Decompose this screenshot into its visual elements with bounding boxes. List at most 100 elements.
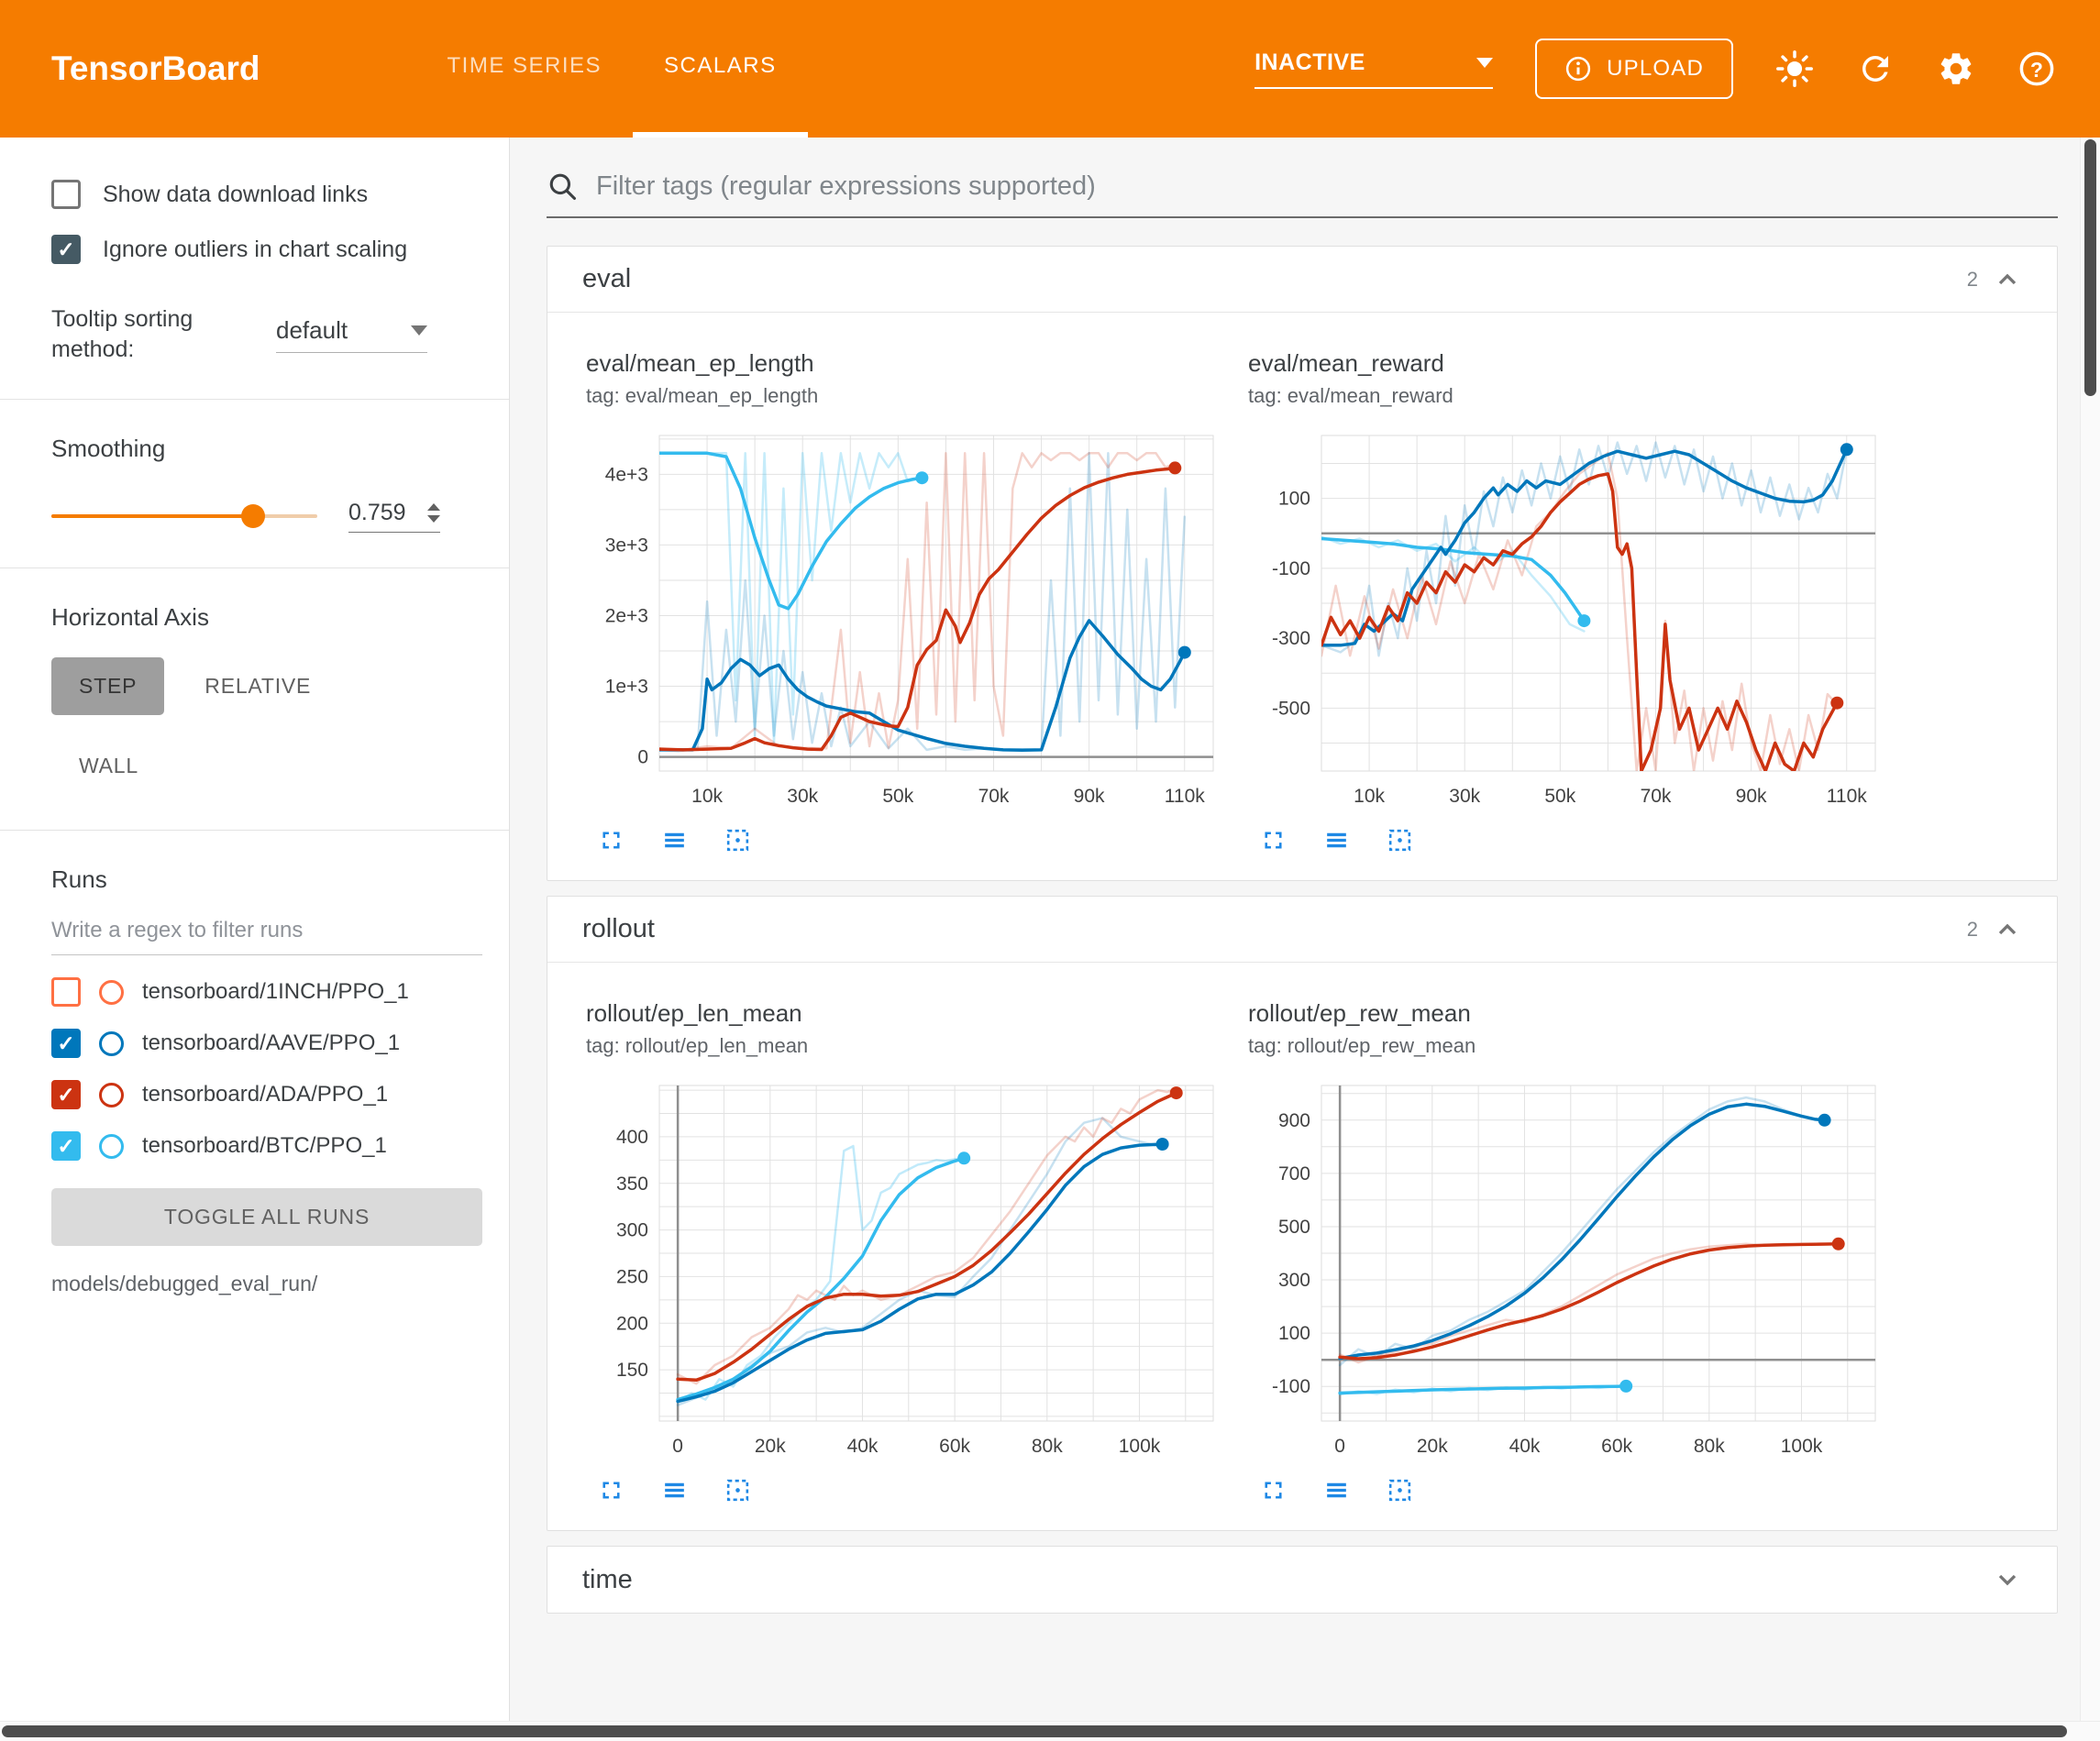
upload-label: UPLOAD [1607,56,1704,81]
horizontal-scrollbar[interactable] [0,1721,2100,1741]
svg-text:300: 300 [1278,1270,1310,1291]
help-icon[interactable]: ? [2017,50,2056,88]
section-header-rollout[interactable]: rollout 2 [547,897,2057,963]
show-download-links-checkbox[interactable] [51,180,81,209]
fullscreen-icon[interactable] [597,826,625,854]
run-item[interactable]: tensorboard/ADA/PPO_1 [51,1080,476,1109]
svg-text:20k: 20k [1417,1436,1448,1457]
axis-wall-button[interactable]: WALL [79,754,138,777]
ignore-outliers-row[interactable]: Ignore outliers in chart scaling [51,235,476,264]
line-chart[interactable]: 0 20k 40k 60k 80k 100k -100 100 300 500 700 900 [1248,1073,1890,1467]
run-checkbox[interactable] [51,1080,81,1109]
number-spinner[interactable] [427,503,440,523]
top-tabs: TIME SERIES SCALARS [416,0,808,138]
fit-domain-icon[interactable] [724,1476,752,1504]
svg-text:?: ? [2030,58,2043,82]
divider [0,567,509,568]
svg-text:500: 500 [1278,1217,1310,1238]
chart-title: eval/mean_ep_length [586,349,814,377]
scalar-chart-card: eval/mean_reward tag: eval/mean_reward 1… [1248,349,1897,854]
fullscreen-icon[interactable] [1259,826,1288,854]
scalar-chart-card: eval/mean_ep_length tag: eval/mean_ep_le… [586,349,1235,854]
section-count: 2 [1966,267,1978,291]
fit-domain-icon[interactable] [724,826,752,854]
data-table-icon[interactable] [660,826,689,854]
run-checkbox[interactable] [51,977,81,1007]
svg-text:4e+3: 4e+3 [605,464,648,485]
settings-gear-icon[interactable] [1937,50,1975,88]
chevron-up-icon[interactable] [1993,915,2022,944]
chevron-up-icon[interactable] [1993,265,2022,294]
line-chart[interactable]: 0 20k 40k 60k 80k 100k 150 200 250 300 350 400 [586,1073,1228,1467]
section-header-eval[interactable]: eval 2 [547,247,2057,313]
run-checkbox[interactable] [51,1029,81,1058]
chart-tag: tag: eval/mean_ep_length [586,384,819,407]
run-label: tensorboard/ADA/PPO_1 [142,1082,389,1107]
svg-text:350: 350 [616,1174,648,1195]
run-color-swatch [99,979,124,1005]
tab-time-series[interactable]: TIME SERIES [447,53,602,78]
fullscreen-icon[interactable] [597,1476,625,1504]
svg-text:0: 0 [1334,1436,1345,1457]
chevron-down-icon[interactable] [1993,1565,2022,1594]
fit-domain-icon[interactable] [1386,826,1414,854]
section-header-time[interactable]: time [547,1547,2057,1613]
toggle-all-runs-button[interactable]: TOGGLE ALL RUNS [51,1188,482,1246]
svg-text:110k: 110k [1165,786,1205,807]
svg-text:10k: 10k [1354,786,1385,807]
fit-domain-icon[interactable] [1386,1476,1414,1504]
runs-regex-input[interactable] [51,918,482,955]
smoothing-value-input[interactable] [348,500,413,526]
horizontal-axis-label: Horizontal Axis [51,603,209,631]
svg-text:70k: 70k [978,786,1010,807]
ignore-outliers-label: Ignore outliers in chart scaling [103,236,408,262]
brightness-icon[interactable] [1775,50,1814,88]
svg-text:3e+3: 3e+3 [605,534,648,556]
smoothing-slider[interactable] [51,501,317,531]
svg-text:80k: 80k [1694,1436,1725,1457]
tag-filter-bar[interactable] [547,171,2058,218]
run-item[interactable]: tensorboard/1INCH/PPO_1 [51,977,476,1007]
section-count: 2 [1966,917,1978,941]
app-title: TensorBoard [51,50,260,87]
smoothing-value-field[interactable] [348,500,440,533]
upload-button[interactable]: UPLOAD [1535,39,1733,99]
fullscreen-icon[interactable] [1259,1476,1288,1504]
run-item[interactable]: tensorboard/BTC/PPO_1 [51,1131,476,1161]
section-title: eval [582,264,632,293]
tag-filter-input[interactable] [596,171,2058,202]
data-table-icon[interactable] [660,1476,689,1504]
tab-scalars[interactable]: SCALARS [633,0,808,138]
svg-text:300: 300 [616,1220,648,1241]
chart-title: rollout/ep_rew_mean [1248,999,1471,1027]
section-card-eval: eval 2 eval/mean_ep_length tag: eval/mea… [547,246,2058,881]
run-label: tensorboard/1INCH/PPO_1 [142,979,409,1004]
spinner-down-icon[interactable] [427,515,440,523]
horizontal-scrollbar-thumb[interactable] [2,1725,2067,1737]
vertical-scrollbar-thumb[interactable] [2084,139,2096,396]
svg-text:-100: -100 [1272,558,1310,579]
tooltip-sorting-select[interactable]: default [276,316,427,353]
run-checkbox[interactable] [51,1131,81,1161]
app-header: TensorBoard TIME SERIES SCALARS INACTIVE… [0,0,2100,138]
slider-thumb[interactable] [241,504,266,528]
svg-text:60k: 60k [939,1436,970,1457]
svg-text:20k: 20k [755,1436,786,1457]
axis-step-button[interactable]: STEP [51,657,165,715]
ignore-outliers-checkbox[interactable] [51,235,81,264]
data-table-icon[interactable] [1322,826,1351,854]
spinner-up-icon[interactable] [427,503,440,511]
refresh-icon[interactable] [1856,50,1895,88]
line-chart[interactable]: 10k 30k 50k 70k 90k 110k 0 1e+3 2e+3 3e+3 4e+3 [586,423,1228,817]
vertical-scrollbar[interactable] [2080,138,2100,1721]
svg-text:110k: 110k [1827,786,1867,807]
chevron-down-icon [411,325,427,336]
svg-text:90k: 90k [1736,786,1767,807]
status-dropdown[interactable]: INACTIVE [1254,50,1494,89]
axis-relative-button[interactable]: RELATIVE [204,674,312,698]
run-item[interactable]: tensorboard/AAVE/PPO_1 [51,1029,476,1058]
line-chart[interactable]: 10k 30k 50k 70k 90k 110k 100 -100 -300 -500 [1248,423,1890,817]
show-download-links-row[interactable]: Show data download links [51,180,476,209]
tooltip-sorting-label: Tooltip sorting method: [51,306,193,362]
data-table-icon[interactable] [1322,1476,1351,1504]
